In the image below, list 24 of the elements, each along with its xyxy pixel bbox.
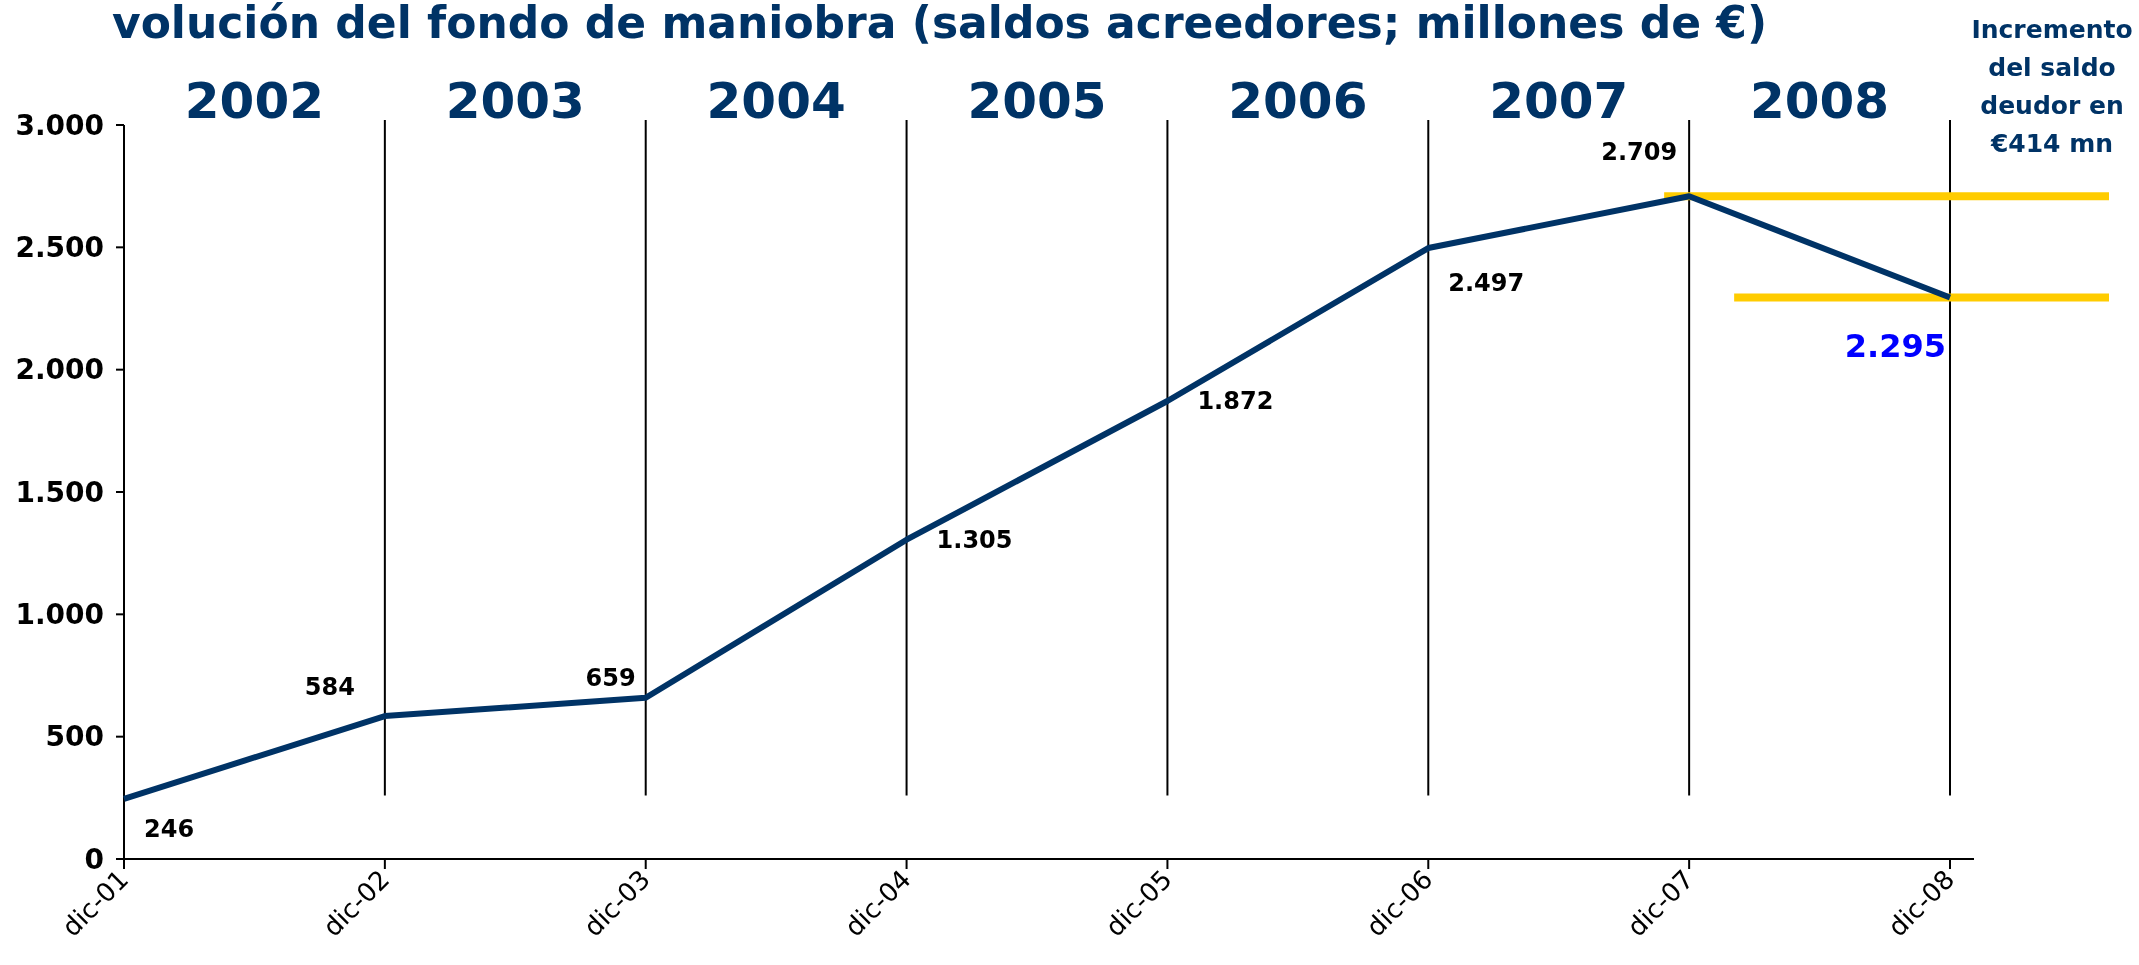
- y-tick-label: 2.000: [15, 353, 104, 387]
- annotation: 2004: [706, 72, 846, 130]
- text: 1.872: [1197, 387, 1274, 416]
- y-tick-label: 1.000: [15, 598, 104, 632]
- y-tick-label: 3.000: [15, 108, 104, 142]
- annotation: 2006: [1228, 72, 1368, 130]
- text: 659: [585, 664, 636, 693]
- text: 2.709: [1601, 137, 1678, 166]
- y-tick-label: 500: [45, 720, 104, 754]
- annotation: 2002: [184, 72, 325, 130]
- text: 2.295: [1844, 326, 1946, 365]
- y-tick-label: 2.500: [15, 231, 104, 265]
- y-tick-label: 0: [84, 842, 104, 876]
- chart-title: volución del fondo de maniobra (saldos acreedores; millones de €): [111, 0, 1768, 48]
- text: 246: [144, 815, 195, 844]
- annotation: Incremento del saldo deudor en €414 mn: [1971, 15, 2133, 158]
- annotation: 2007: [1489, 72, 1629, 130]
- text: 584: [304, 672, 355, 701]
- annotation: 2008: [1749, 72, 1890, 130]
- annotation: 2005: [967, 72, 1107, 130]
- text: 1.305: [936, 526, 1013, 555]
- text: 2.497: [1448, 269, 1525, 298]
- y-tick-label: 1.500: [15, 475, 104, 509]
- annotation: 2003: [445, 72, 585, 130]
